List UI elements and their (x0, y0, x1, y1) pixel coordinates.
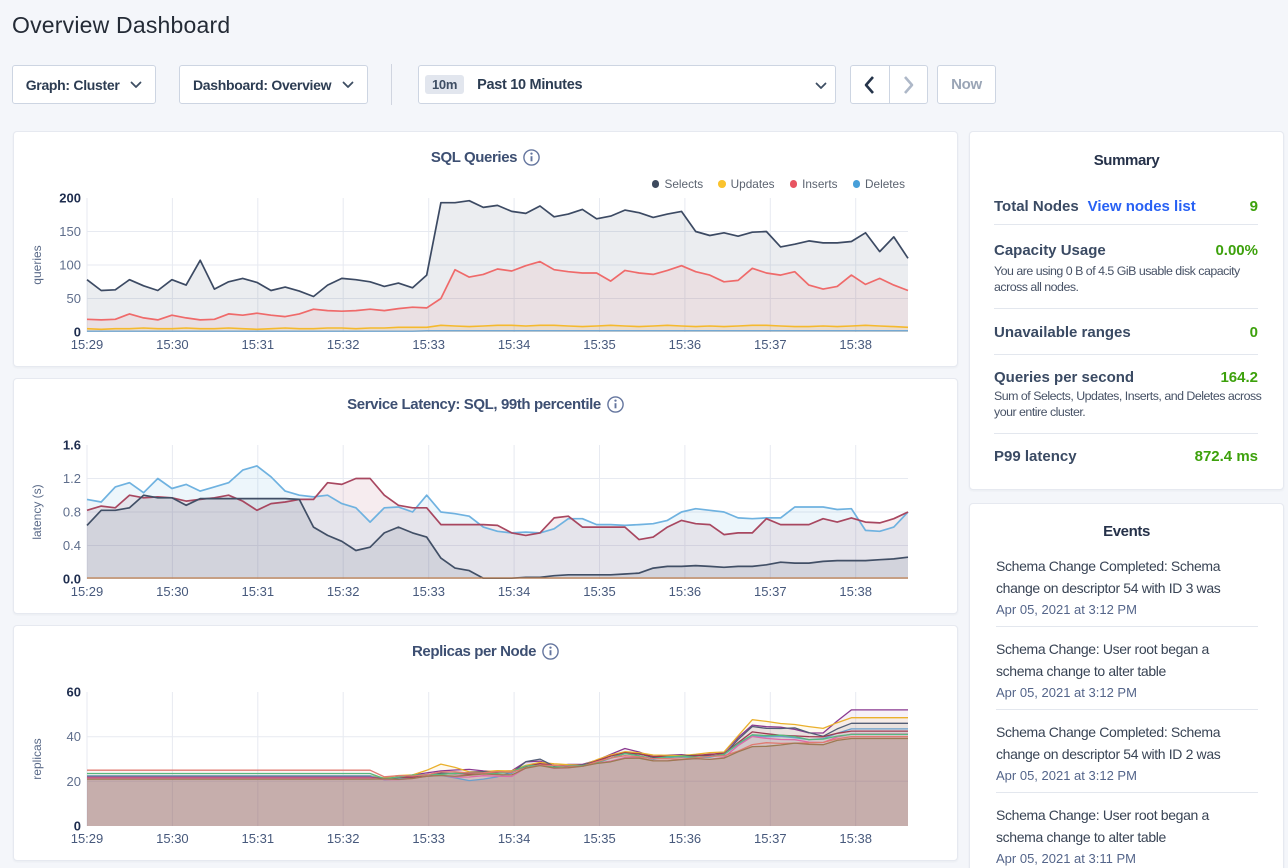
svg-text:queries: queries (30, 245, 44, 284)
svg-text:0.0: 0.0 (63, 572, 81, 587)
svg-text:60: 60 (67, 685, 81, 700)
svg-text:15:35: 15:35 (583, 831, 616, 846)
svg-text:15:31: 15:31 (242, 584, 275, 599)
svg-text:15:29: 15:29 (71, 831, 104, 846)
svg-text:0: 0 (74, 325, 81, 340)
svg-text:100: 100 (59, 258, 81, 273)
svg-text:40: 40 (67, 729, 81, 744)
svg-text:20: 20 (67, 774, 81, 789)
svg-text:15:29: 15:29 (71, 337, 104, 352)
svg-text:200: 200 (59, 191, 81, 206)
svg-text:15:30: 15:30 (156, 584, 189, 599)
svg-text:15:32: 15:32 (327, 584, 360, 599)
svg-text:15:35: 15:35 (583, 337, 616, 352)
svg-text:15:31: 15:31 (242, 337, 275, 352)
svg-text:0: 0 (74, 819, 81, 834)
svg-text:1.6: 1.6 (63, 438, 81, 453)
svg-text:15:34: 15:34 (498, 337, 531, 352)
svg-text:150: 150 (59, 224, 81, 239)
svg-text:15:37: 15:37 (754, 337, 787, 352)
svg-text:0.4: 0.4 (63, 538, 81, 553)
svg-text:0.8: 0.8 (63, 505, 81, 520)
svg-text:15:33: 15:33 (412, 337, 445, 352)
svg-text:15:38: 15:38 (839, 831, 872, 846)
svg-text:15:29: 15:29 (71, 584, 104, 599)
svg-text:15:32: 15:32 (327, 831, 360, 846)
svg-text:15:34: 15:34 (498, 831, 531, 846)
svg-text:15:35: 15:35 (583, 584, 616, 599)
svg-text:15:34: 15:34 (498, 584, 531, 599)
svg-text:1.2: 1.2 (63, 471, 81, 486)
svg-text:15:37: 15:37 (754, 584, 787, 599)
svg-text:15:36: 15:36 (669, 337, 702, 352)
svg-text:15:30: 15:30 (156, 337, 189, 352)
svg-text:15:36: 15:36 (669, 831, 702, 846)
svg-text:replicas: replicas (30, 738, 44, 779)
svg-text:15:31: 15:31 (242, 831, 275, 846)
svg-text:15:33: 15:33 (412, 584, 445, 599)
svg-text:15:38: 15:38 (839, 584, 872, 599)
svg-text:15:36: 15:36 (669, 584, 702, 599)
svg-text:15:33: 15:33 (412, 831, 445, 846)
svg-text:50: 50 (67, 291, 81, 306)
svg-text:15:37: 15:37 (754, 831, 787, 846)
svg-text:latency (s): latency (s) (30, 484, 44, 539)
svg-text:15:38: 15:38 (839, 337, 872, 352)
svg-text:15:30: 15:30 (156, 831, 189, 846)
svg-text:15:32: 15:32 (327, 337, 360, 352)
